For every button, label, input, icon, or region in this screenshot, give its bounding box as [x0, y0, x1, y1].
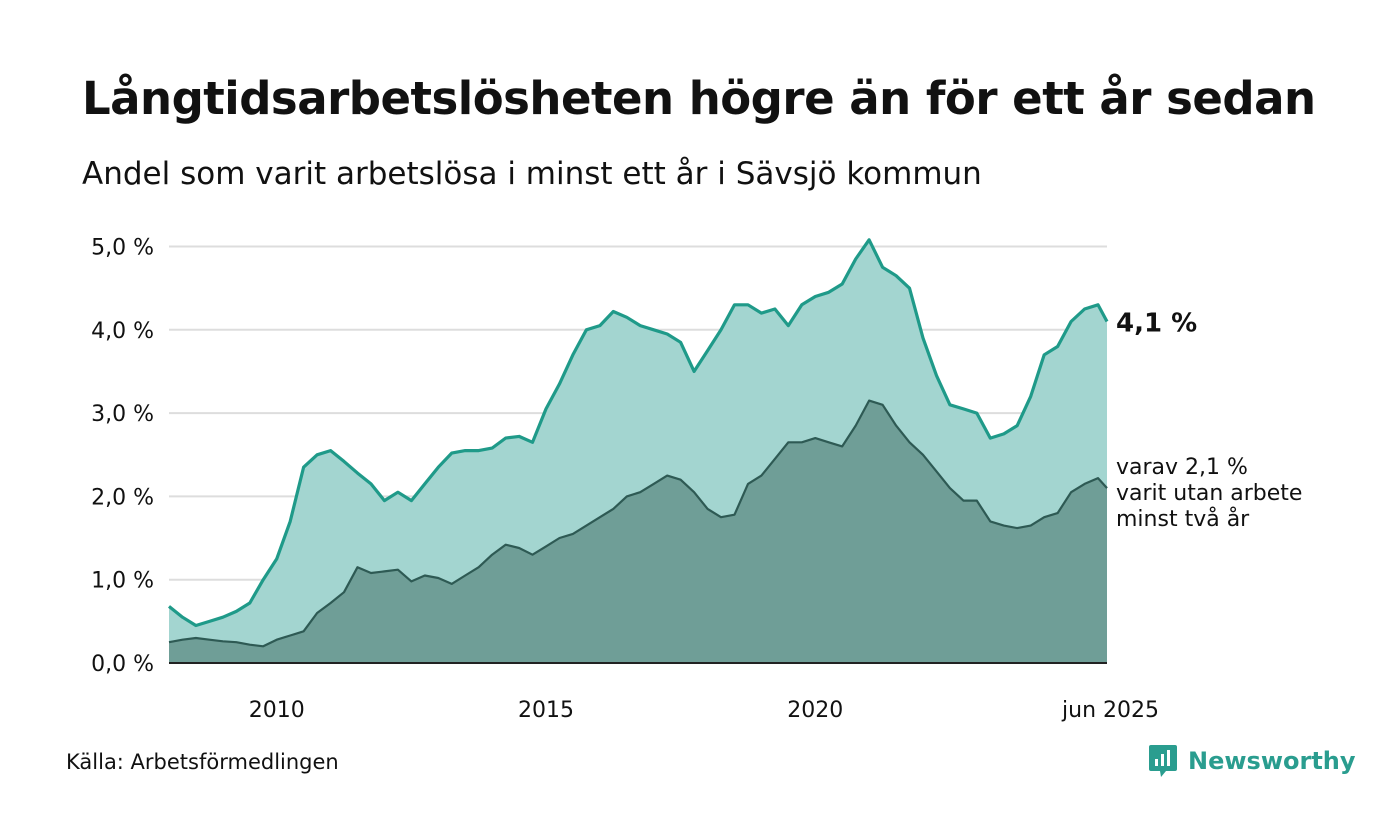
chart-title: Långtidsarbetslösheten högre än för ett …: [82, 72, 1316, 125]
end-label-sub-line: varav 2,1 %: [1116, 455, 1248, 480]
x-tick-label: 2020: [787, 698, 843, 723]
end-label-sub: varav 2,1 % varit utan arbete minst två …: [1116, 455, 1309, 532]
series-sub-area: [169, 400, 1107, 663]
series-total-line: [168, 238, 1109, 628]
chart-subtitle: Andel som varit arbetslösa i minst ett å…: [82, 156, 982, 192]
x-axis-labels: 2010 2015 2020 jun 2025: [249, 698, 1159, 723]
y-axis-labels: 0,0 % 1,0 % 2,0 % 3,0 % 4,0 % 5,0 %: [91, 236, 154, 678]
source-note: Källa: Arbetsförmedlingen: [66, 750, 339, 774]
end-label-total: 4,1 %: [1116, 308, 1197, 338]
brand-logo: Newsworthy: [1148, 744, 1356, 778]
end-label-sub-line: varit utan arbete: [1116, 481, 1302, 506]
y-tick-label: 2,0 %: [91, 485, 154, 510]
x-tick-label: 2015: [518, 698, 574, 723]
newsworthy-logo-icon: [1149, 745, 1177, 777]
y-tick-label: 3,0 %: [91, 402, 154, 427]
end-label-sub-line: minst två år: [1116, 506, 1250, 532]
series-sub-line: [168, 399, 1108, 648]
y-tick-label: 0,0 %: [91, 652, 154, 677]
y-tick-label: 1,0 %: [91, 569, 154, 594]
y-tick-label: 5,0 %: [91, 236, 154, 261]
x-tick-label: jun 2025: [1061, 698, 1159, 723]
y-tick-label: 4,0 %: [91, 319, 154, 344]
brand-name: Newsworthy: [1188, 747, 1356, 775]
chart-areas: [168, 238, 1109, 664]
x-tick-label: 2010: [249, 698, 305, 723]
